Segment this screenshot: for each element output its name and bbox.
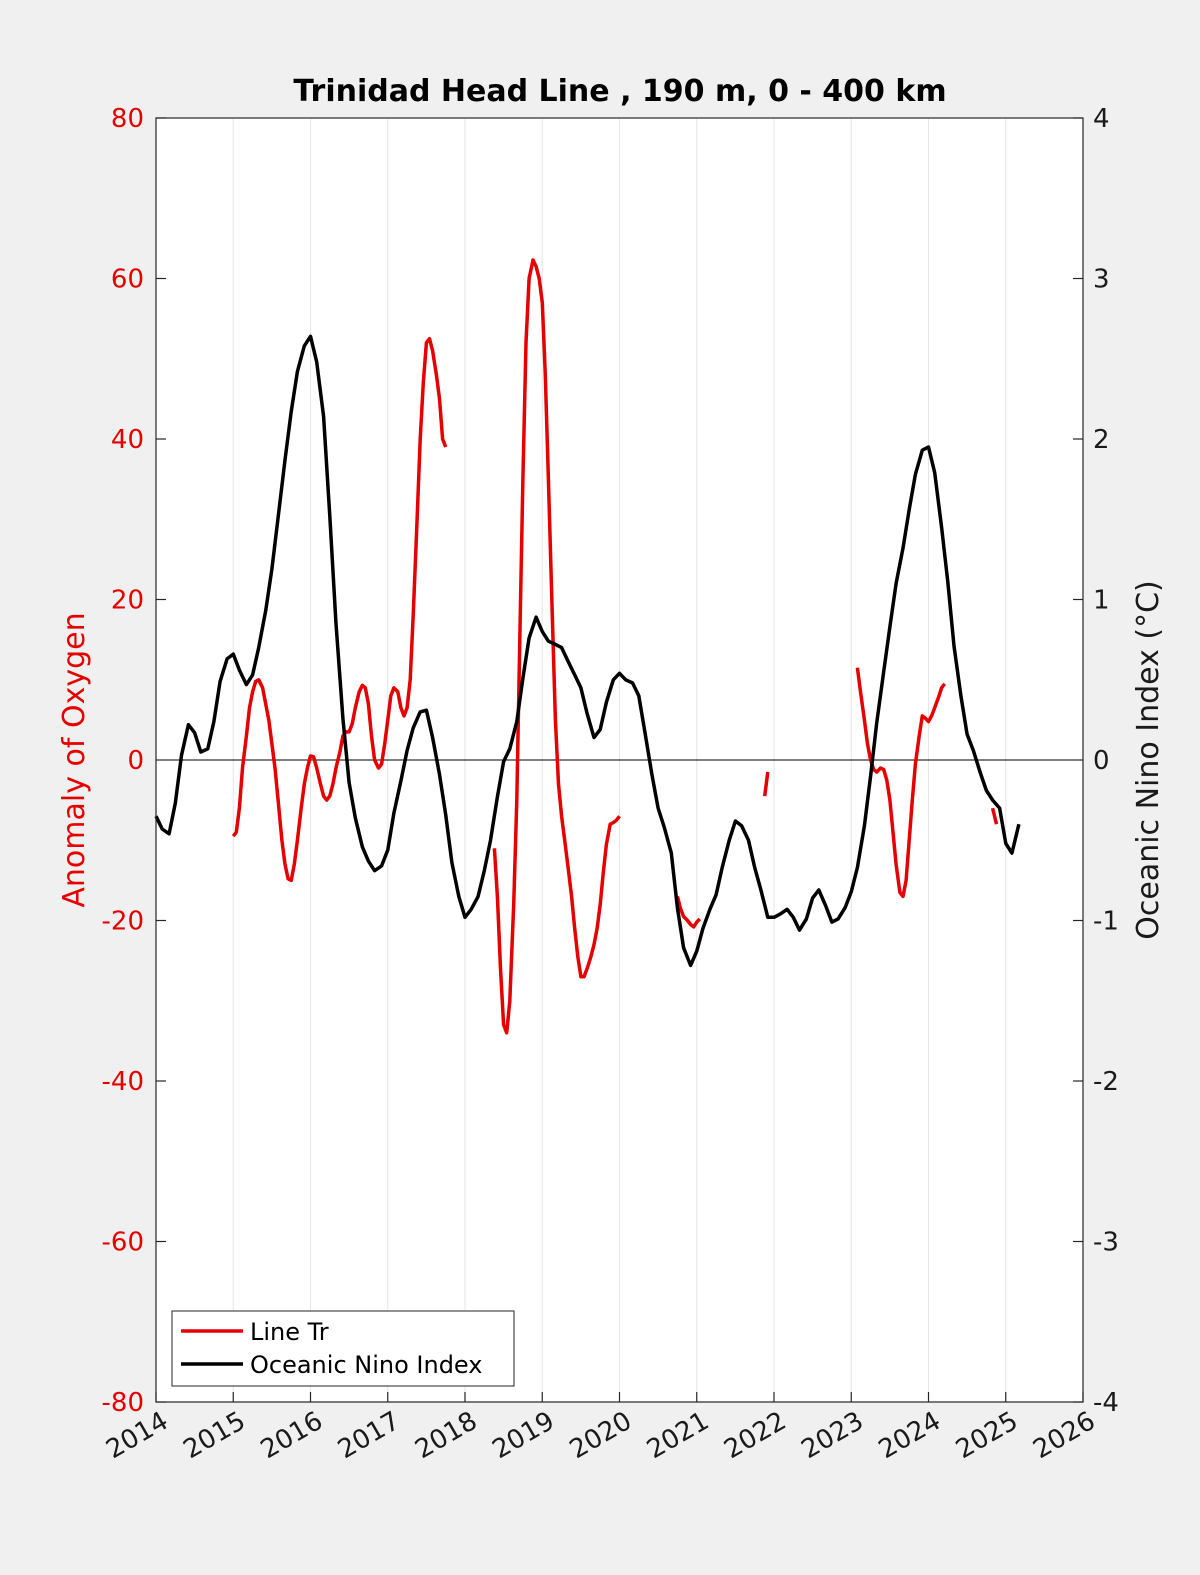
right-tick-label: 2 bbox=[1093, 425, 1110, 455]
left-axis-label: Anomaly of Oxygen bbox=[57, 612, 92, 907]
right-tick-label: -3 bbox=[1093, 1228, 1119, 1258]
series-line-tr-segment-5 bbox=[990, 807, 999, 825]
right-tick-label: 1 bbox=[1093, 586, 1110, 616]
right-axis-ticks: 4 3 2 1 0 -1 -2 -3 -4 bbox=[1073, 104, 1119, 1418]
x-tick-label: 2025 bbox=[951, 1406, 1023, 1465]
series-line-tr-segment-0 bbox=[231, 336, 448, 883]
right-tick-label: 4 bbox=[1093, 104, 1110, 134]
legend-line-tr-label: Line Tr bbox=[250, 1318, 329, 1346]
legend-box bbox=[171, 1310, 515, 1387]
right-tick-label: -1 bbox=[1093, 907, 1119, 937]
right-tick-label: -2 bbox=[1093, 1067, 1119, 1097]
left-tick-label: 20 bbox=[111, 586, 144, 616]
x-tick-label: 2016 bbox=[256, 1406, 328, 1465]
x-tick-label: 2015 bbox=[178, 1406, 250, 1465]
series-layer bbox=[154, 258, 1021, 1035]
chart-title: Trinidad Head Line , 190 m, 0 - 400 km bbox=[293, 74, 946, 109]
left-tick-label: -80 bbox=[102, 1388, 144, 1418]
left-tick-label: -40 bbox=[102, 1067, 144, 1097]
left-tick-label: -20 bbox=[102, 907, 144, 937]
x-tick-label: 2022 bbox=[719, 1406, 791, 1465]
x-tick-label: 2021 bbox=[642, 1406, 714, 1465]
legend: Line Tr Oceanic Nino Index bbox=[171, 1310, 515, 1387]
x-tick-label: 2026 bbox=[1028, 1406, 1100, 1465]
right-tick-label: -4 bbox=[1093, 1388, 1119, 1418]
left-tick-label: 60 bbox=[111, 265, 144, 295]
series-line-tr-segment-1 bbox=[492, 258, 621, 1035]
legend-oni-label: Oceanic Nino Index bbox=[250, 1351, 482, 1379]
series-oceanic-nino-index-segment-0 bbox=[154, 334, 1021, 968]
left-axis-ticks: 80 60 40 20 0 -20 -40 -60 -80 bbox=[102, 104, 166, 1418]
x-tick-label: 2023 bbox=[796, 1406, 868, 1465]
right-tick-label: 0 bbox=[1093, 746, 1110, 776]
x-tick-label: 2018 bbox=[410, 1406, 482, 1465]
x-tick-label: 2024 bbox=[874, 1406, 946, 1465]
x-tick-label: 2020 bbox=[565, 1406, 637, 1465]
left-tick-label: 0 bbox=[127, 746, 144, 776]
x-axis-ticks: 2014 2015 2016 2017 2018 2019 2020 2021 2022 2023… bbox=[101, 1392, 1101, 1465]
x-tick-label: 2017 bbox=[333, 1406, 405, 1465]
left-tick-label: 80 bbox=[111, 104, 144, 134]
left-tick-label: -60 bbox=[102, 1228, 144, 1258]
series-line-tr-segment-2 bbox=[675, 895, 702, 929]
x-tick-label: 2019 bbox=[487, 1406, 559, 1465]
right-axis-label: Oceanic Nino Index (°C) bbox=[1131, 580, 1166, 940]
series-line-tr-segment-3 bbox=[762, 771, 770, 797]
left-tick-label: 40 bbox=[111, 425, 144, 455]
right-tick-label: 3 bbox=[1093, 265, 1110, 295]
